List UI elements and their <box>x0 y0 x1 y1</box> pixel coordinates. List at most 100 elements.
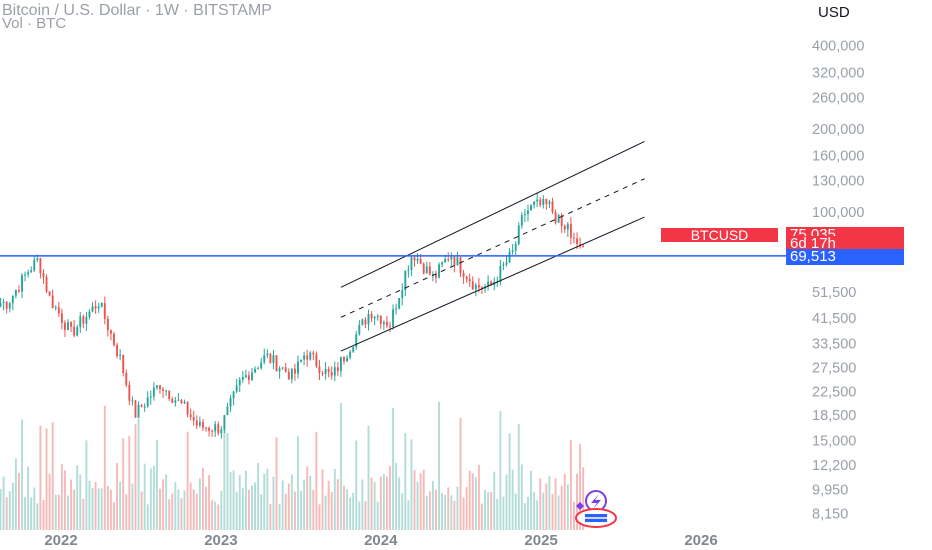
candle-body <box>226 406 229 416</box>
candle-body <box>137 404 140 418</box>
y-tick-label: 160,000 <box>812 149 864 165</box>
candle-body <box>266 353 269 356</box>
candle-body <box>131 400 134 402</box>
candle-body <box>517 225 520 245</box>
volume-bar <box>36 503 39 530</box>
candle-body <box>168 390 171 400</box>
volume-bar <box>303 479 306 530</box>
volume-bar <box>17 473 20 530</box>
candle-body <box>560 214 563 226</box>
volume-bar <box>297 436 299 530</box>
candle-body <box>514 244 517 251</box>
volume-bar <box>309 475 312 530</box>
y-tick-label: 8,150 <box>812 507 848 523</box>
candle-body <box>235 385 238 392</box>
price-axis[interactable]: 400,000 320,000 260,000 200,000 160,000 130,0… <box>812 38 864 522</box>
candle-body <box>192 417 195 421</box>
volume-bar <box>241 488 244 530</box>
candle-body <box>297 361 299 374</box>
candle-body <box>465 277 468 280</box>
candle-body <box>303 355 306 360</box>
volume-bar <box>416 481 419 530</box>
candle-body <box>520 215 523 226</box>
volume-bar <box>79 474 82 530</box>
volume-bar <box>560 485 563 530</box>
volume-bar <box>57 494 60 530</box>
candle-body <box>352 347 355 352</box>
volume-bar <box>11 482 14 530</box>
volume-bar <box>490 491 493 530</box>
volume-bar <box>539 478 542 530</box>
x-tick-label: 2024 <box>364 532 398 549</box>
volume-bar <box>355 440 358 530</box>
volume-bar <box>275 437 278 530</box>
candle-body <box>232 391 235 399</box>
candle-body <box>281 367 284 369</box>
candle-body <box>548 201 551 205</box>
candle-body <box>336 367 339 372</box>
volume-bar <box>419 473 422 530</box>
volume-bar <box>545 483 548 530</box>
y-tick-label: 33,500 <box>812 337 856 353</box>
volume-bar <box>401 493 404 530</box>
candle-body <box>376 315 379 317</box>
candle-body <box>51 295 54 309</box>
candle-body <box>290 368 293 380</box>
volume-bar <box>450 495 453 530</box>
candle-body <box>211 430 214 432</box>
volume-bar <box>576 473 578 530</box>
candle-body <box>468 279 471 282</box>
volume-bar <box>254 482 257 530</box>
candle-body <box>441 262 444 265</box>
candle-body <box>410 257 413 271</box>
volume-bar <box>220 490 223 530</box>
candle-body <box>364 319 367 325</box>
volume-bar <box>85 440 88 530</box>
candle-body <box>244 375 247 378</box>
tv-widget-icons[interactable] <box>575 490 617 528</box>
currency-selector[interactable]: USD <box>818 4 850 21</box>
candle-body <box>36 258 39 260</box>
candle-body <box>318 366 321 373</box>
candle-body <box>195 420 198 426</box>
candle-body <box>481 287 483 289</box>
channel-midline[interactable] <box>340 178 645 318</box>
level-price-badge[interactable]: 69,513 <box>786 249 904 265</box>
volume-bar <box>453 500 456 530</box>
volume-bar <box>198 478 201 530</box>
volume-bar <box>542 492 545 530</box>
channel-boundary-line[interactable] <box>340 141 645 288</box>
y-tick-label: 18,500 <box>812 408 856 424</box>
candle-body <box>523 214 526 216</box>
volume-bar <box>346 489 349 530</box>
volume-bar <box>235 491 238 530</box>
volume-bar <box>42 500 45 530</box>
volume-bar <box>63 470 66 530</box>
symbol-price-tag[interactable]: BTCUSD <box>661 228 778 242</box>
volume-bar <box>293 491 296 530</box>
channel-boundary-line[interactable] <box>340 216 645 352</box>
diamond-icon <box>576 502 584 510</box>
volume-bar <box>278 503 281 530</box>
volume-bar <box>579 444 582 530</box>
volume-bar <box>14 458 17 530</box>
time-axis[interactable]: 2022 2023 2024 2025 2026 <box>44 532 717 549</box>
volume-bar <box>128 435 131 530</box>
candle-body <box>309 352 312 360</box>
volume-bar <box>134 424 137 530</box>
candle-body <box>97 306 100 309</box>
volume-bar <box>413 470 416 530</box>
bar-countdown-badge: 6d 17h <box>786 236 904 251</box>
volume-bar <box>343 485 345 530</box>
candle-body <box>63 322 66 330</box>
volume-bar <box>70 479 73 530</box>
candle-body <box>60 313 63 323</box>
volume-bar <box>548 475 551 530</box>
volume-bar <box>33 487 36 530</box>
volume-bar <box>398 477 401 530</box>
candle-body <box>42 273 45 278</box>
candle-body <box>566 223 569 230</box>
candle-body <box>143 406 146 408</box>
volume-bar <box>502 496 505 530</box>
